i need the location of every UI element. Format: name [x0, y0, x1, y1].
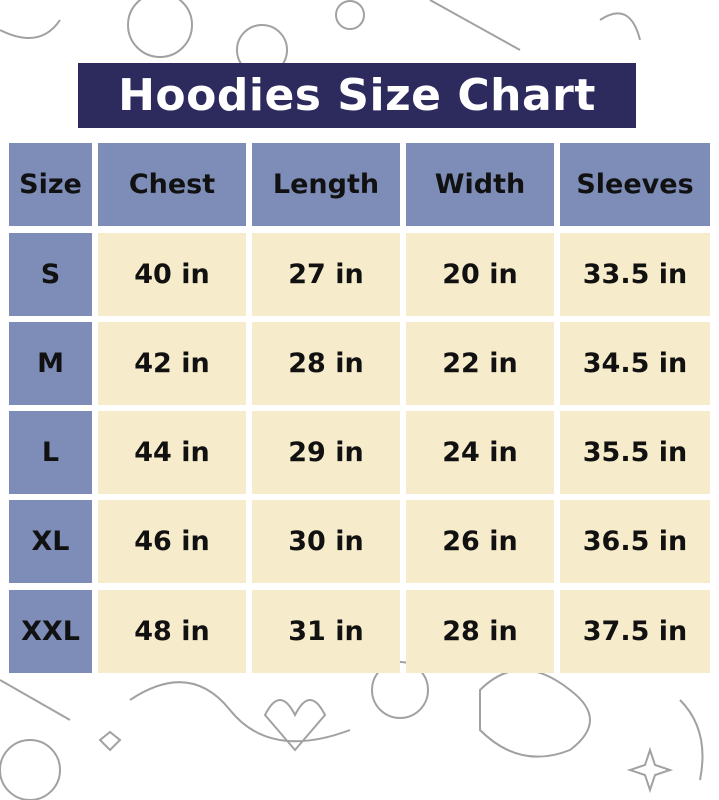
header-width: Width: [406, 143, 554, 226]
size-value-sleeves: 37.5 in: [560, 590, 710, 673]
size-value-width: 28 in: [406, 590, 554, 673]
size-value-chest: 40 in: [98, 233, 246, 316]
size-label: M: [9, 322, 92, 405]
size-value-length: 29 in: [252, 411, 400, 494]
size-value-length: 31 in: [252, 590, 400, 673]
size-value-chest: 42 in: [98, 322, 246, 405]
size-value-width: 20 in: [406, 233, 554, 316]
size-value-sleeves: 36.5 in: [560, 500, 710, 583]
header-sleeves: Sleeves: [560, 143, 710, 226]
size-value-length: 30 in: [252, 500, 400, 583]
size-value-sleeves: 33.5 in: [560, 233, 710, 316]
header-chest: Chest: [98, 143, 246, 226]
size-value-length: 27 in: [252, 233, 400, 316]
size-label: L: [9, 411, 92, 494]
size-value-sleeves: 34.5 in: [560, 322, 710, 405]
size-label: S: [9, 233, 92, 316]
size-value-chest: 46 in: [98, 500, 246, 583]
size-value-width: 22 in: [406, 322, 554, 405]
size-value-sleeves: 35.5 in: [560, 411, 710, 494]
size-value-width: 24 in: [406, 411, 554, 494]
page-title: Hoodies Size Chart: [78, 63, 636, 128]
size-label: XL: [9, 500, 92, 583]
size-value-length: 28 in: [252, 322, 400, 405]
size-value-width: 26 in: [406, 500, 554, 583]
size-value-chest: 44 in: [98, 411, 246, 494]
size-value-chest: 48 in: [98, 590, 246, 673]
size-label: XXL: [9, 590, 92, 673]
header-length: Length: [252, 143, 400, 226]
header-size: Size: [9, 143, 92, 226]
